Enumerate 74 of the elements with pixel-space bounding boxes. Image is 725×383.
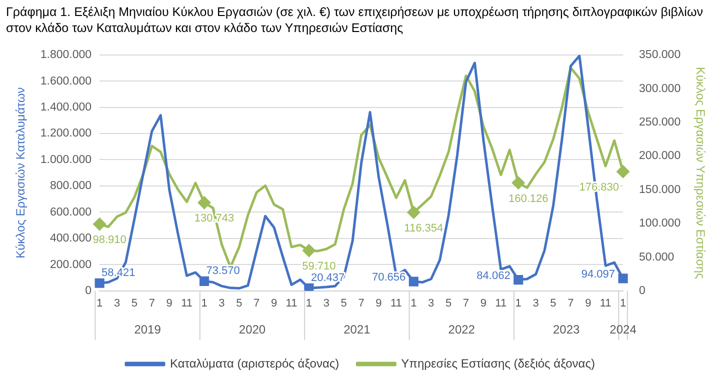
x-tick-label: 7 <box>148 297 155 310</box>
point <box>93 218 106 230</box>
point <box>512 176 525 190</box>
x-tick-label: 3 <box>114 297 120 310</box>
x-tick-label: 5 <box>131 297 138 310</box>
x-tick-label: 9 <box>480 297 486 310</box>
x-tick-label: 11 <box>390 297 402 310</box>
data-label: 84.062 <box>476 270 510 282</box>
point <box>198 196 211 209</box>
y-tick-label: 800.000 <box>50 180 92 192</box>
x-tick-label: 1 <box>620 297 626 310</box>
y-tick-label: 1.000.000 <box>40 154 92 166</box>
y2-tick-label: 200.000 <box>639 150 681 162</box>
legend-label: Υπηρεσίες Εστίασης (δεξιός άξονας) <box>401 356 596 370</box>
y-tick-label: 1.600.000 <box>40 75 92 88</box>
x-tick-label: 7 <box>462 297 470 310</box>
x-tick-label: 9 <box>270 297 278 310</box>
data-label: 160.126 <box>508 192 548 205</box>
y-tick-label: 0 <box>85 284 92 297</box>
point <box>407 206 420 219</box>
y-tick-label: 400.000 <box>50 232 92 245</box>
x-tick-label: 11 <box>600 297 612 310</box>
y-tick-label: 1.400.000 <box>40 101 92 114</box>
x-tick-label: 5 <box>236 297 242 310</box>
data-label: 59.710 <box>302 260 336 273</box>
y2-tick-label: 250.000 <box>639 116 681 128</box>
text: 2019 <box>134 322 162 336</box>
x-tick-label: 1 <box>201 297 208 310</box>
text: 2021 <box>344 322 371 336</box>
y-tick-label: 1.200.000 <box>40 128 92 140</box>
data-label: 94.097 <box>581 268 616 280</box>
x-tick-label: 1 <box>515 297 522 310</box>
y-tick-label: 600.000 <box>50 206 92 218</box>
legend-label: Καταλύματα (αριστερός άξονας) <box>170 356 340 370</box>
point <box>302 244 316 257</box>
x-tick-label: 9 <box>585 297 592 310</box>
x-tick-label: 11 <box>495 297 507 310</box>
x-tick-label: 5 <box>550 297 556 310</box>
y2-axis-title: Κύκλος Εργασιών Υπηρεσιών Εστίασης <box>693 66 708 280</box>
text: 2023 <box>552 322 580 336</box>
x-tick-label: 3 <box>532 297 539 310</box>
text: 2024 <box>610 322 637 336</box>
x-tick-label: 7 <box>358 297 364 310</box>
x-tick-label: 1 <box>306 297 312 310</box>
x-tick-label: 11 <box>181 297 193 310</box>
x-tick-label: 1 <box>410 297 417 310</box>
x-tick-label: 5 <box>445 297 452 310</box>
y2-tick-label: 350.000 <box>639 49 681 62</box>
x-tick-label: 9 <box>376 297 382 310</box>
y2-tick-label: 150.000 <box>639 184 681 196</box>
y2-tick-label: 100.000 <box>639 218 681 230</box>
y2-tick-label: 50.000 <box>639 251 674 264</box>
text: 2020 <box>238 322 266 336</box>
data-label: 98.910 <box>92 234 126 246</box>
x-tick-label: 11 <box>286 297 298 310</box>
x-tick-label: 5 <box>340 297 347 310</box>
x-tick-label: 7 <box>568 297 574 310</box>
y-tick-label: 1.800.000 <box>40 49 92 62</box>
y2-tick-label: 300.000 <box>639 82 681 95</box>
x-tick-label: 3 <box>323 297 330 310</box>
data-label: 70.656 <box>372 272 406 284</box>
x-tick-label: 9 <box>166 297 172 310</box>
point <box>616 165 630 178</box>
chart-title: Γράφημα 1. Εξέλιξη Μηνιαίου Κύκλου Εργασιών (σε χιλ. €) των επιχειρήσεων με υποχρέωση τήρησης διπλογραφικών βιβλίων στον κλάδο των Καταλυμάτων και στον κλάδο των Υπηρεσιών Εστίασης <box>6 4 704 36</box>
x-tick-label: 3 <box>218 297 225 310</box>
x-tick-label: 3 <box>428 297 434 310</box>
y-tick-label: 200.000 <box>50 258 92 271</box>
text: 2022 <box>448 322 476 336</box>
data-label: 73.570 <box>206 265 240 278</box>
x-tick-label: 1 <box>96 297 103 310</box>
y-axis-title: Κύκλος Εργασιών Καταλυμάτων <box>14 87 28 258</box>
y2-tick-label: 0 <box>639 284 646 297</box>
x-tick-label: 7 <box>254 297 260 310</box>
data-label: 116.354 <box>404 222 444 234</box>
